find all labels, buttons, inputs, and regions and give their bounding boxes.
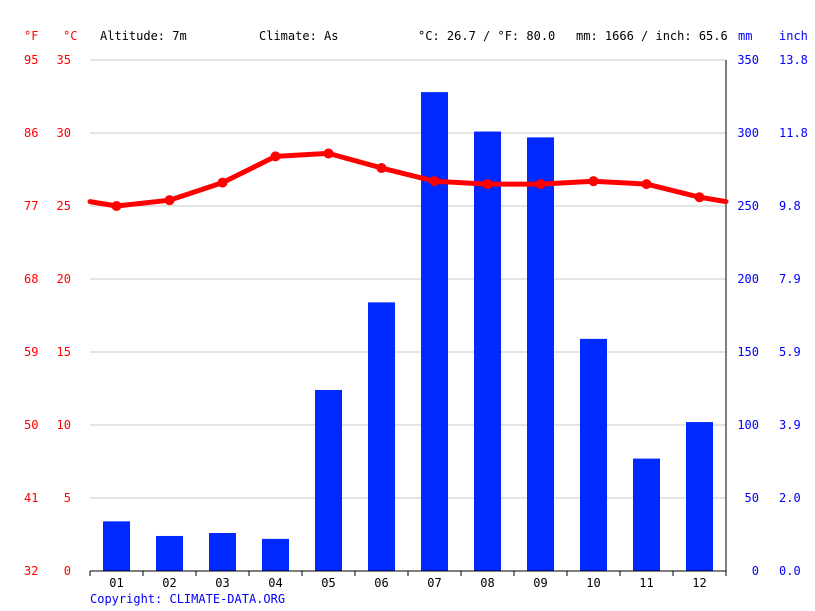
y-tick-inch: 5.9	[779, 345, 801, 359]
y-tick-fahrenheit: 50	[24, 418, 38, 432]
precipitation-total-label: mm: 1666 / inch: 65.6	[576, 29, 728, 43]
y-tick-mm: 250	[737, 199, 759, 213]
y-tick-fahrenheit: 86	[24, 126, 38, 140]
temperature-point	[429, 176, 440, 187]
y-tick-inch: 11.8	[779, 126, 808, 140]
x-tick-month: 01	[109, 576, 123, 590]
x-tick-month: 05	[321, 576, 335, 590]
y-tick-celsius: 35	[57, 53, 71, 67]
temperature-point	[588, 176, 599, 187]
temperature-line	[87, 148, 729, 211]
precipitation-bar	[527, 137, 554, 571]
y-tick-fahrenheit: 68	[24, 272, 38, 286]
temperature-point	[482, 179, 493, 190]
climate-label: Climate: As	[259, 29, 338, 43]
x-tick-month: 04	[268, 576, 282, 590]
y-tick-inch: 13.8	[779, 53, 808, 67]
precipitation-bar	[209, 533, 236, 571]
precipitation-bar	[474, 131, 501, 572]
y-tick-celsius: 15	[57, 345, 71, 359]
temperature-point	[535, 179, 546, 190]
y-tick-mm: 200	[737, 272, 759, 286]
y-tick-mm: 150	[737, 345, 759, 359]
x-tick-month: 09	[533, 576, 547, 590]
y-tick-inch: 3.9	[779, 418, 801, 432]
precipitation-bars	[103, 92, 713, 572]
precipitation-bar	[633, 458, 660, 571]
unit-inch-label: inch	[779, 29, 808, 43]
y-tick-mm: 100	[737, 418, 759, 432]
y-tick-mm: 0	[752, 564, 759, 578]
temperature-point	[270, 151, 281, 162]
x-tick-month: 03	[215, 576, 229, 590]
precipitation-bar	[580, 338, 607, 571]
precipitation-bar	[103, 521, 130, 571]
temperature-point	[111, 201, 122, 211]
y-tick-celsius: 30	[57, 126, 71, 140]
axis-layer	[89, 60, 727, 576]
y-tick-celsius: 10	[57, 418, 71, 432]
x-tick-month: 02	[162, 576, 176, 590]
tick-labels: 32 0 0 0.0 41 5 50 2.0 50 10 100 3.9 59 15 150 5.9 68 20 2…	[24, 53, 808, 590]
precipitation-bar	[315, 389, 342, 571]
x-tick-month: 06	[374, 576, 388, 590]
y-tick-mm: 350	[737, 53, 759, 67]
average-temperature-label: °C: 26.7 / °F: 80.0	[418, 29, 555, 43]
precipitation-bar	[262, 538, 289, 571]
y-tick-fahrenheit: 41	[24, 491, 38, 505]
x-tick-month: 11	[639, 576, 653, 590]
temperature-point	[641, 179, 652, 190]
x-tick-month: 12	[692, 576, 706, 590]
y-tick-celsius: 0	[64, 564, 71, 578]
x-tick-month: 08	[480, 576, 494, 590]
y-tick-fahrenheit: 77	[24, 199, 38, 213]
temperature-point	[323, 148, 334, 159]
x-tick-month: 07	[427, 576, 441, 590]
y-tick-celsius: 5	[64, 491, 71, 505]
x-tick-month: 10	[586, 576, 600, 590]
y-tick-fahrenheit: 95	[24, 53, 38, 67]
y-tick-inch: 2.0	[779, 491, 801, 505]
precipitation-bar	[156, 535, 183, 571]
temperature-polyline	[87, 150, 729, 209]
unit-mm-label: mm	[738, 29, 752, 43]
precipitation-bar	[686, 422, 713, 571]
precipitation-bar	[421, 92, 448, 572]
temperature-point	[694, 192, 705, 203]
y-tick-fahrenheit: 59	[24, 345, 38, 359]
y-tick-mm: 50	[745, 491, 759, 505]
y-tick-inch: 7.9	[779, 272, 801, 286]
copyright-text: Copyright: CLIMATE-DATA.ORG	[90, 592, 285, 606]
y-tick-celsius: 25	[57, 199, 71, 213]
y-tick-celsius: 20	[57, 272, 71, 286]
precipitation-bar	[368, 302, 395, 571]
unit-fahrenheit-label: °F	[24, 29, 38, 43]
grid-layer	[90, 59, 726, 499]
y-tick-inch: 9.8	[779, 199, 801, 213]
altitude-label: Altitude: 7m	[100, 29, 187, 43]
temperature-point	[217, 177, 228, 188]
temperature-point	[164, 195, 175, 206]
y-tick-fahrenheit: 32	[24, 564, 38, 578]
y-tick-mm: 300	[737, 126, 759, 140]
unit-celsius-label: °C	[63, 29, 77, 43]
temperature-point	[376, 163, 387, 174]
y-tick-inch: 0.0	[779, 564, 801, 578]
